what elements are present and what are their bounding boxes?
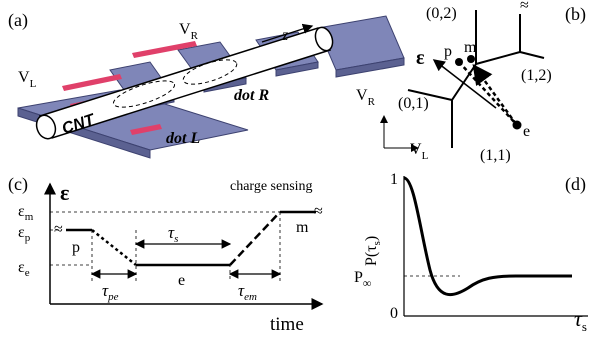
state-02-label: (0,2) [426, 5, 457, 22]
panel-a-label: (a) [8, 10, 28, 31]
pd-tick-1: 1 [390, 171, 398, 188]
tau-pe-label: τpe [102, 281, 119, 303]
panel-c-label: (c) [8, 174, 28, 195]
transition-p-to-e [458, 61, 517, 125]
transition-e-m [229, 211, 281, 266]
dot-right-label: dot R [234, 87, 269, 104]
gate-vr-back [132, 41, 197, 58]
p-inf-label: P∞ [354, 269, 371, 290]
dot-left-outline [112, 80, 176, 108]
dot-right-outline [182, 59, 238, 85]
electrode-right-top [317, 15, 405, 78]
panel-c: (c) ε time εm εp εe ≈ ≈ p e m charge [8, 174, 324, 335]
eps-e-label: εe [18, 259, 30, 279]
panel-d: (d) 1 0 P(τs) P∞ τs [354, 171, 588, 334]
level-m-label: m [296, 219, 309, 236]
point-e [512, 120, 522, 130]
vr-axis-label: VR [356, 87, 376, 108]
gate-vl-back [62, 74, 122, 91]
break-mark-left: ≈ [54, 221, 63, 238]
panel-b: (b) ≈ (0,2) (1,2) (0,1) (1,1) ε p m e [356, 0, 586, 164]
dot-left-label: dot L [166, 130, 200, 147]
energy-axis-symbol: ε [416, 47, 425, 69]
point-m [467, 55, 475, 63]
panel-d-label: (d) [565, 174, 586, 195]
state-12-label: (1,2) [521, 67, 552, 84]
time-axis-label: time [270, 314, 304, 335]
energy-direction-arrow [432, 59, 497, 109]
panel-a: (a) [8, 10, 405, 159]
z-axis-arrow [261, 23, 314, 43]
pd-tick-0: 0 [390, 305, 398, 322]
point-m-label: m [464, 39, 477, 56]
vl-axis-label: VL [410, 141, 429, 162]
tau-em-label: τem [238, 281, 257, 303]
honeycomb-boundaries [407, 10, 545, 148]
level-p-label: p [72, 239, 80, 256]
pd-x-axis-label: τs [574, 306, 587, 334]
break-mark-top: ≈ [520, 0, 529, 14]
eps-m-label: εm [18, 203, 34, 223]
probability-curve [403, 176, 572, 296]
pd-y-axis-label: P(τs) [363, 236, 383, 266]
point-p-label: p [444, 43, 452, 60]
z-axis-label: z [281, 27, 289, 44]
eps-p-label: εp [18, 224, 31, 244]
point-p [455, 58, 463, 66]
gate-right-label: VR [179, 21, 199, 42]
gate-vr-front [130, 124, 162, 135]
reference-dashes [50, 211, 300, 282]
break-mark-right: ≈ [314, 203, 323, 220]
panel-b-label: (b) [565, 4, 586, 25]
charge-sensing-annotation: charge sensing [230, 179, 313, 194]
carbon-nanotube [35, 23, 334, 140]
transition-e-to-m [472, 63, 518, 125]
energy-axis-label: ε [60, 180, 69, 205]
tau-s-label: τs [168, 223, 178, 245]
level-e-label: e [178, 272, 185, 289]
state-11-label: (1,1) [480, 147, 511, 164]
gate-left-label: VL [18, 69, 37, 90]
state-01-label: (0,1) [398, 95, 429, 112]
point-e-label: e [523, 123, 530, 140]
transition-p-e [91, 229, 137, 266]
